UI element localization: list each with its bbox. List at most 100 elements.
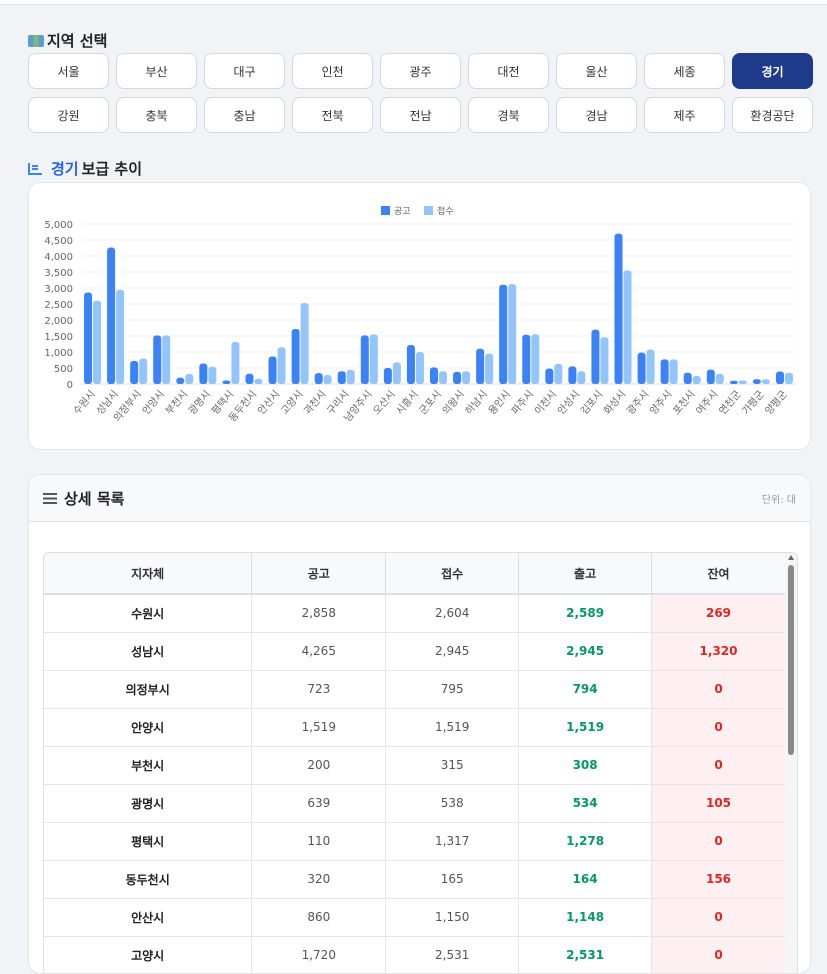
bar-공고 — [245, 373, 254, 384]
region-button[interactable]: 충북 — [116, 97, 197, 133]
region-title-text: 지역 선택 — [47, 32, 108, 50]
region-button[interactable]: 환경공단 — [732, 97, 813, 133]
cell-received: 2,604 — [385, 594, 520, 633]
trend-title-rest: 보급 추이 — [81, 160, 143, 178]
column-header[interactable]: 출고 — [518, 553, 653, 595]
x-tick-label: 고양시 — [278, 388, 305, 417]
region-section-title: 지역 선택 — [28, 30, 107, 51]
column-header[interactable]: 접수 — [385, 553, 520, 595]
cell-released: 308 — [518, 746, 653, 785]
column-header[interactable]: 공고 — [251, 553, 387, 595]
cell-notice: 860 — [251, 898, 387, 937]
region-button[interactable]: 세종 — [644, 53, 725, 89]
bar-접수 — [715, 373, 724, 384]
table-scrollbar[interactable] — [785, 553, 797, 973]
bar-공고 — [176, 377, 185, 384]
unit-label: 단위: 대 — [761, 494, 796, 506]
x-tick-label: 안성시 — [555, 388, 582, 417]
region-button[interactable]: 대구 — [204, 53, 285, 89]
x-tick-label: 수원시 — [71, 388, 98, 417]
bar-접수 — [277, 347, 286, 384]
detail-card: 상세 목록 단위: 대 지자체 공고 접수 출고 잔여 수원시 2,858 2,604 2,5… — [28, 474, 811, 974]
region-button[interactable]: 서울 — [28, 53, 109, 89]
chart-card: 0 500 1,000 1,500 2,000 2,500 3,000 3,500 4,000 4… — [28, 182, 811, 450]
region-button[interactable]: 부산 — [116, 53, 197, 89]
list-icon — [43, 492, 57, 504]
cell-received: 1,150 — [385, 898, 520, 937]
cell-region: 의정부시 — [44, 670, 253, 709]
cell-region: 광명시 — [44, 784, 253, 823]
table-row[interactable]: 광명시 639 538 534 105 — [44, 784, 786, 823]
cell-released: 164 — [518, 860, 653, 899]
bar-접수 — [646, 349, 655, 384]
bar-공고 — [268, 356, 277, 384]
map-icon — [28, 34, 44, 47]
region-button[interactable]: 전북 — [292, 97, 373, 133]
table-row[interactable]: 평택시 110 1,317 1,278 0 — [44, 822, 786, 861]
x-tick-label: 연천군 — [717, 388, 744, 417]
region-button[interactable]: 광주 — [380, 53, 461, 89]
region-button[interactable]: 인천 — [292, 53, 373, 89]
bar-공고 — [591, 329, 600, 384]
x-tick-label: 여주시 — [694, 388, 721, 417]
table-row[interactable]: 의정부시 723 795 794 0 — [44, 670, 786, 709]
table-row[interactable]: 동두천시 320 165 164 156 — [44, 860, 786, 899]
bar-접수 — [508, 284, 517, 384]
cell-received: 795 — [385, 670, 520, 709]
region-button[interactable]: 경북 — [468, 97, 549, 133]
region-button[interactable]: 대전 — [468, 53, 549, 89]
cell-released: 2,531 — [518, 936, 653, 973]
column-header[interactable]: 잔여 — [651, 553, 786, 595]
cell-released: 534 — [518, 784, 653, 823]
region-button[interactable]: 경기 — [732, 53, 813, 89]
cell-received: 2,945 — [385, 632, 520, 671]
scrollbar-thumb[interactable] — [788, 565, 794, 755]
table-row[interactable]: 수원시 2,858 2,604 2,589 269 — [44, 594, 786, 633]
region-button[interactable]: 울산 — [556, 53, 637, 89]
bar-공고 — [199, 363, 208, 384]
cell-region: 부천시 — [44, 746, 253, 785]
table-row[interactable]: 부천시 200 315 308 0 — [44, 746, 786, 785]
x-tick-label: 과천시 — [302, 388, 329, 417]
y-tick-label: 1,000 — [44, 348, 73, 359]
region-button[interactable]: 전남 — [380, 97, 461, 133]
region-button[interactable]: 경남 — [556, 97, 637, 133]
scroll-up-icon[interactable] — [788, 555, 794, 560]
y-tick-label: 3,500 — [44, 268, 73, 279]
table-row[interactable]: 성남시 4,265 2,945 2,945 1,320 — [44, 632, 786, 671]
legend-swatch — [381, 206, 390, 215]
cell-notice: 1,720 — [251, 936, 387, 973]
y-tick-label: 3,000 — [44, 284, 73, 295]
x-tick-label: 군포시 — [417, 388, 444, 417]
cell-notice: 4,265 — [251, 632, 387, 671]
bar-접수 — [254, 378, 263, 384]
y-tick-label: 500 — [54, 364, 73, 375]
column-header[interactable]: 지자체 — [44, 553, 253, 595]
bar-접수 — [623, 270, 632, 384]
cell-released: 1,148 — [518, 898, 653, 937]
region-button[interactable]: 충남 — [204, 97, 285, 133]
bar-공고 — [314, 373, 323, 384]
bar-공고 — [130, 360, 139, 384]
region-button[interactable]: 강원 — [28, 97, 109, 133]
region-button[interactable]: 제주 — [644, 97, 725, 133]
bar-공고 — [360, 335, 369, 384]
detail-header: 상세 목록 단위: 대 — [29, 475, 810, 522]
legend-label: 공고 — [394, 206, 411, 217]
bar-접수 — [439, 371, 447, 384]
table-row[interactable]: 고양시 1,720 2,531 2,531 0 — [44, 936, 786, 973]
x-tick-label: 안산시 — [255, 388, 282, 417]
y-tick-label: 4,500 — [44, 236, 73, 247]
bar-접수 — [185, 373, 194, 384]
table-header-row: 지자체 공고 접수 출고 잔여 — [44, 553, 786, 595]
cell-remaining: 1,320 — [651, 632, 786, 671]
bar-접수 — [554, 363, 563, 384]
table-row[interactable]: 안산시 860 1,150 1,148 0 — [44, 898, 786, 937]
bar-공고 — [637, 352, 646, 384]
y-tick-label: 2,500 — [44, 300, 73, 311]
bar-접수 — [162, 335, 171, 384]
table-row[interactable]: 안양시 1,519 1,519 1,519 0 — [44, 708, 786, 747]
x-tick-label: 양주시 — [648, 388, 675, 417]
cell-received: 1,317 — [385, 822, 520, 861]
x-tick-label: 하남시 — [462, 388, 490, 418]
